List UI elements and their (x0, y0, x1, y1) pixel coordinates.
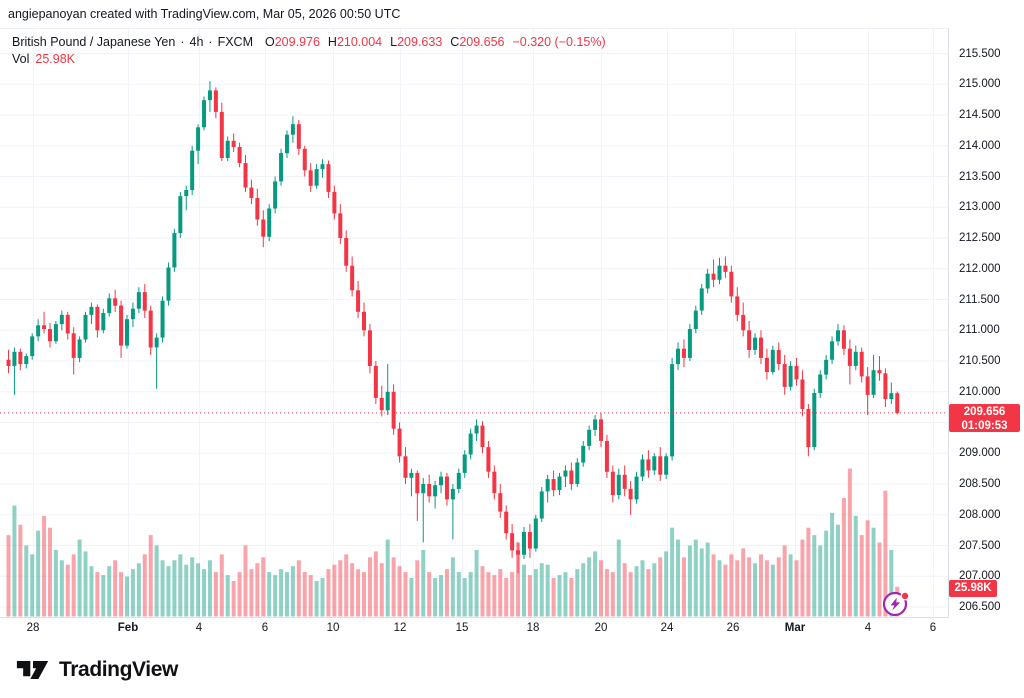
time-tick-label: 18 (526, 622, 540, 634)
change-value: −0.320 (−0.15%) (512, 35, 606, 49)
bar-countdown: 01:09:53 (961, 419, 1008, 432)
symbol-legend: British Pound / Japanese Yen · 4h · FXCM… (12, 34, 606, 68)
current-volume-value: 25.98K (954, 582, 992, 594)
attribution-text: angiepanoyan created with TradingView.co… (8, 7, 401, 21)
time-tick-label: 24 (660, 622, 674, 634)
price-tick-label: 214.500 (959, 109, 1001, 121)
open-label: O (265, 35, 275, 49)
legend-separator: · (180, 35, 185, 49)
time-tick-label: 15 (455, 622, 469, 634)
time-tick-label: 4 (864, 622, 872, 634)
volume-label: Vol (12, 52, 30, 66)
close-value: 209.656 (459, 35, 505, 49)
price-tick-label: 209.000 (959, 447, 1001, 460)
close-label: C (450, 35, 460, 49)
time-tick-label: 4 (195, 622, 203, 634)
price-tick-label: 212.500 (959, 232, 1001, 244)
attribution-bar: angiepanoyan created with TradingView.co… (0, 0, 1024, 28)
time-tick-label: Feb (117, 622, 139, 634)
exchange-label: FXCM (217, 35, 253, 49)
legend-row-volume: Vol 25.98K (12, 51, 606, 68)
low-label: L (390, 35, 398, 49)
legend-separator: · (208, 35, 213, 49)
open-value: 209.976 (274, 35, 320, 49)
interval-label[interactable]: 4h (189, 35, 204, 49)
time-tick-label: 12 (393, 622, 407, 634)
time-tick-label: 20 (594, 622, 608, 634)
price-tick-label: 212.000 (959, 262, 1001, 275)
price-axis[interactable]: 215.500 215.000 214.500 214.000 213.500 213.0… (949, 28, 1024, 641)
price-tick-label: 213.000 (959, 201, 1001, 214)
high-label: H (327, 35, 337, 49)
legend-row-ohlc: British Pound / Japanese Yen · 4h · FXCM… (12, 34, 606, 51)
price-tick-label: 210.500 (959, 355, 1001, 367)
price-tick-label: 211.000 (959, 324, 1000, 337)
lightning-icon (882, 591, 910, 617)
price-tick-label: 215.000 (959, 78, 1001, 91)
low-value: 209.633 (397, 35, 443, 49)
boost-button[interactable] (881, 589, 911, 619)
time-tick-label: 28 (26, 622, 40, 634)
price-tick-label: 206.500 (959, 601, 1001, 613)
price-tick-label: 207.500 (959, 539, 1001, 552)
price-tick-label: 213.500 (959, 170, 1001, 183)
time-tick-label: 6 (929, 622, 937, 634)
current-price-value: 209.656 (963, 405, 1006, 418)
footer-bar: TradingView (0, 641, 1024, 698)
tradingview-logo[interactable]: TradingView (16, 658, 178, 682)
ohlc-values: O209.976 H210.004 L209.633 C209.656 −0.320 (… (265, 34, 606, 51)
high-value: 210.004 (336, 35, 383, 49)
current-price-badge: 209.656 01:09:53 (949, 403, 1020, 432)
price-tick-label: 214.000 (959, 139, 1001, 152)
price-tick-label: 211.500 (959, 293, 1000, 306)
price-tick-label: 215.500 (959, 47, 1001, 60)
price-tick-label: 207.000 (959, 570, 1001, 583)
time-axis[interactable]: 28 Feb 4 6 10 12 15 18 20 24 26 Mar 4 6 (0, 618, 1024, 641)
price-tick-label: 208.500 (959, 478, 1001, 490)
volume-value: 25.98K (35, 52, 76, 66)
time-tick-label: 26 (726, 622, 740, 634)
tradingview-logo-mark (16, 660, 49, 679)
symbol-name[interactable]: British Pound / Japanese Yen (12, 35, 176, 49)
time-tick-label: 6 (261, 622, 269, 634)
price-tick-label: 210.000 (959, 385, 1001, 398)
time-tick-label: 10 (326, 622, 340, 634)
tradingview-logo-text: TradingView (59, 657, 178, 681)
time-tick-label: Mar (784, 622, 806, 634)
current-volume-badge: 25.98K (949, 580, 997, 597)
price-tick-label: 208.000 (959, 508, 1001, 521)
